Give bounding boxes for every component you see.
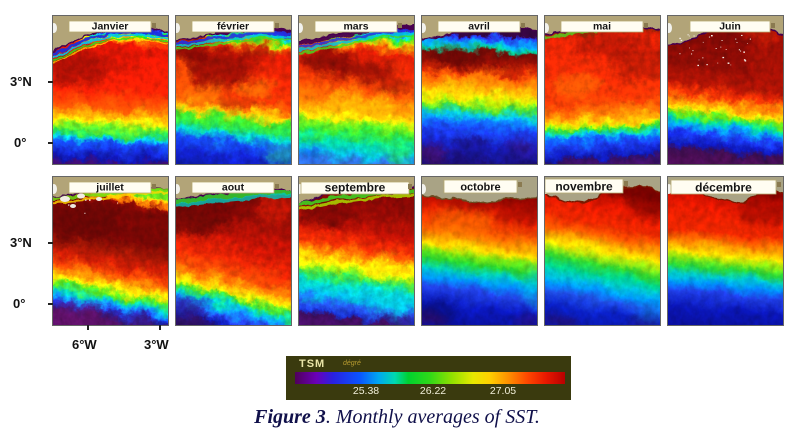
svg-text:octobre: octobre: [460, 182, 500, 194]
svg-text:juillet: juillet: [95, 182, 124, 194]
svg-text:Juin: Juin: [719, 21, 741, 33]
svg-text:novembre: novembre: [555, 180, 613, 194]
svg-text:décembre: décembre: [695, 181, 752, 195]
svg-text:mars: mars: [343, 21, 368, 33]
svg-text:février: février: [217, 21, 249, 33]
svg-text:avril: avril: [468, 21, 490, 33]
svg-text:septembre: septembre: [325, 181, 386, 195]
svg-text:aout: aout: [222, 182, 245, 194]
svg-text:Janvier: Janvier: [92, 21, 129, 33]
svg-text:mai: mai: [593, 21, 611, 33]
